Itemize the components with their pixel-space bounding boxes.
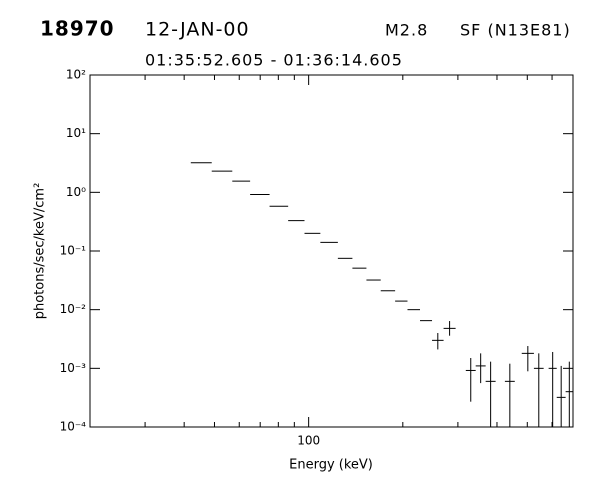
date: 12-JAN-00	[145, 19, 250, 41]
y-tick-label: 10⁰	[66, 185, 86, 199]
event-id: 18970	[40, 17, 115, 41]
y-tick-label: 10⁻¹	[60, 244, 87, 258]
flare-class: M2.8	[385, 21, 428, 40]
y-tick-label: 10⁻⁴	[60, 420, 87, 434]
x-axis-label: Energy (keV)	[289, 458, 373, 473]
y-axis-label: photons/sec/keV/cm²	[33, 183, 48, 320]
flare-location: SF (N13E81)	[460, 21, 571, 40]
y-tick-label: 10¹	[66, 126, 86, 140]
y-tick-label: 10⁻²	[60, 302, 87, 316]
time-interval: 01:35:52.605 - 01:36:14.605	[145, 51, 403, 70]
plot-frame	[89, 74, 574, 428]
y-tick-label: 10⁻³	[60, 361, 87, 375]
y-tick-label: 10²	[66, 68, 86, 82]
x-tick-label: 100	[297, 434, 320, 448]
